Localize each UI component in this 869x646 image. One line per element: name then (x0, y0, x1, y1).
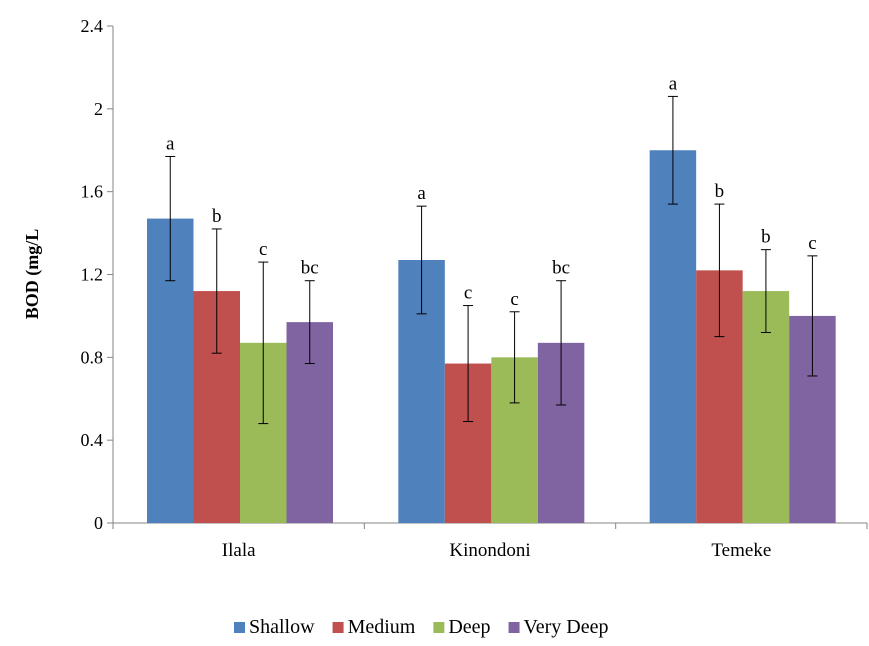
legend-label: Deep (448, 616, 490, 638)
y-tick-label: 1.6 (81, 182, 104, 202)
legend-swatch (508, 622, 520, 633)
legend-label: Medium (348, 616, 416, 638)
x-category-label: Temeke (711, 540, 771, 561)
y-axis: 0 0.4 0.8 1.2 1.6 2 2.4 (81, 16, 114, 533)
significance-letter: b (761, 227, 771, 248)
significance-letter: b (715, 181, 725, 202)
y-tick-label: 0.8 (81, 347, 104, 367)
y-tick-label: 0 (94, 513, 103, 533)
y-tick-label: 0.4 (81, 430, 104, 450)
bars (147, 150, 836, 523)
significance-letter: bc (552, 258, 570, 279)
significance-letter: c (510, 289, 518, 310)
significance-letter: c (259, 239, 267, 260)
significance-letter: b (212, 206, 222, 227)
legend-label: Very Deep (524, 616, 609, 638)
x-axis: Ilala Kinondoni Temeke (112, 522, 868, 561)
y-tick-label: 2 (94, 99, 103, 119)
bar-shallow (649, 150, 697, 523)
legend-swatch (433, 622, 445, 633)
legend: Shallow Medium Deep Very Deep (234, 616, 609, 638)
error-bars (165, 95, 818, 425)
x-category-label: Ilala (222, 540, 256, 561)
significance-letter: a (669, 73, 678, 94)
y-tick-label: 2.4 (81, 16, 104, 36)
legend-swatch (332, 622, 344, 633)
significance-letter: a (166, 133, 175, 154)
y-axis-title: BOD (mg/L (22, 229, 43, 320)
x-category-label: Kinondoni (449, 540, 530, 561)
legend-label: Shallow (249, 616, 315, 638)
y-tick-label: 1.2 (81, 265, 104, 285)
significance-letter: c (464, 283, 472, 304)
significance-letter: bc (301, 258, 319, 279)
significance-letter: a (417, 183, 426, 204)
significance-letter: c (808, 233, 816, 254)
legend-swatch (234, 622, 245, 633)
